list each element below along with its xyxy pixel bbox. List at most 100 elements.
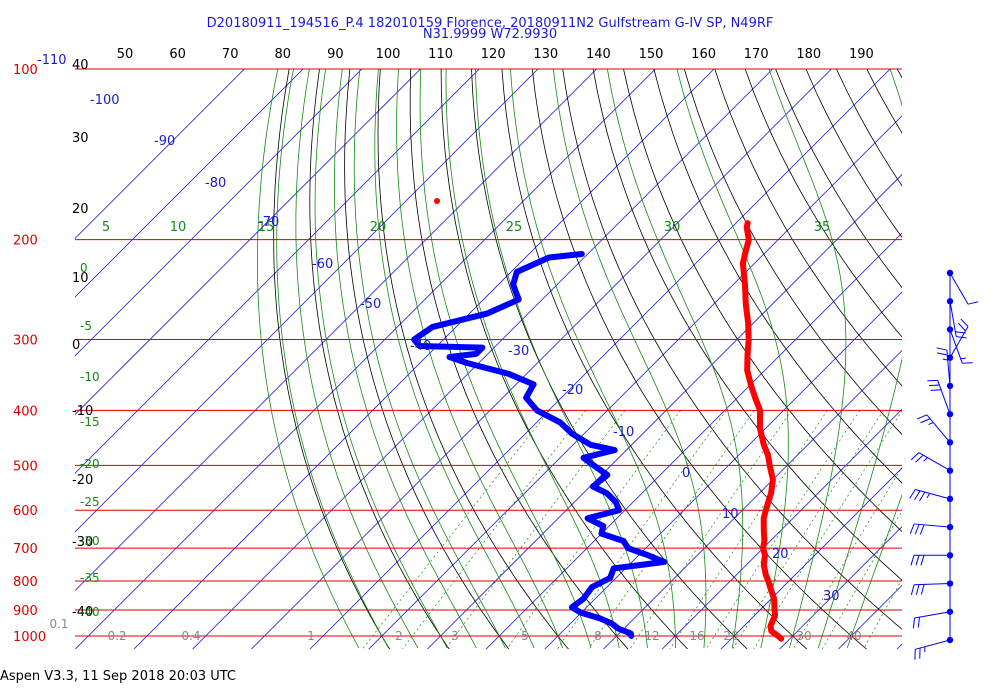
wind-barb-staff xyxy=(914,611,951,619)
moist-adiabat-label: -30 xyxy=(80,534,100,548)
top-axis-label: 190 xyxy=(849,47,874,62)
dry-adiabat-line xyxy=(440,69,689,649)
wind-barb xyxy=(927,379,954,418)
isotherm-line xyxy=(75,69,245,239)
wind-barb-flag xyxy=(915,555,920,566)
dry-adiabat-line xyxy=(805,69,902,239)
isotherm-line xyxy=(544,291,902,649)
wind-barb-flag xyxy=(967,301,979,305)
isotherm-label: 20 xyxy=(772,547,789,562)
temperature-trace xyxy=(739,220,785,642)
mixing-ratio-line xyxy=(444,410,626,649)
moist-adiabat-label: -10 xyxy=(80,370,100,384)
isotherm-label: -90 xyxy=(154,134,175,149)
wind-barb-flag xyxy=(920,418,931,424)
isotherm-label: -40 xyxy=(410,339,431,354)
top-axis-label: 180 xyxy=(796,47,821,62)
theta-e-label: 30 xyxy=(664,220,681,235)
isotherm-label: -20 xyxy=(562,383,583,398)
theta-e-label: 15 xyxy=(258,220,275,235)
wind-barb-flag xyxy=(915,454,924,463)
altitude-label: 40 xyxy=(72,58,89,73)
isotherm-line xyxy=(426,173,902,649)
isotherm-label: -70 xyxy=(258,215,279,230)
dry-adiabat-line xyxy=(683,69,902,436)
dry-adiabat-line xyxy=(344,69,510,649)
mixing-ratio-label: 2 xyxy=(395,629,403,643)
isotherm-line xyxy=(779,526,902,649)
mixing-ratio-label: 5 xyxy=(521,629,529,643)
altitude-label: -40 xyxy=(72,605,93,620)
mixing-ratio-line xyxy=(556,410,727,649)
mixing-ratio-line xyxy=(863,578,902,649)
wind-barb-flag xyxy=(960,318,969,327)
moist-adiabat-label: -5 xyxy=(80,319,92,333)
moist-adiabat-line xyxy=(846,493,902,649)
wind-barb xyxy=(910,552,954,566)
altitude-label: -20 xyxy=(72,473,93,488)
mixing-ratio-label: 30 xyxy=(796,629,811,643)
pressure-label: 200 xyxy=(13,234,38,249)
dry-adiabat-line xyxy=(714,69,902,387)
dry-adiabat-line xyxy=(273,69,391,649)
top-axis-label: 160 xyxy=(691,47,716,62)
mixing-ratio-label: 1 xyxy=(307,629,315,643)
isotherm-line xyxy=(75,69,363,357)
wind-barb-flag xyxy=(957,322,966,332)
chart-title-line2: N31.9999 W72.9930 xyxy=(422,27,558,42)
moist-adiabat-line xyxy=(553,69,707,649)
mixing-ratio-line xyxy=(362,410,550,649)
isotherm-line xyxy=(368,115,902,649)
isotherm-line xyxy=(603,350,902,649)
pressure-label: 900 xyxy=(13,604,38,619)
wind-barb xyxy=(909,489,954,503)
isotherm-line xyxy=(309,69,891,649)
wind-barb-staff xyxy=(926,414,951,443)
isotherm-label: -100 xyxy=(90,93,120,108)
wind-barb-half-flag xyxy=(942,358,948,361)
moist-adiabat-line xyxy=(374,69,535,649)
wind-barb-flag xyxy=(910,584,915,596)
mixing-ratio-line xyxy=(732,410,884,649)
wind-barb xyxy=(917,414,954,446)
altitude-label: -30 xyxy=(72,535,93,550)
isotherm-line xyxy=(75,69,656,649)
wind-barb xyxy=(910,452,954,474)
mixing-ratio-label: 0.4 xyxy=(181,629,200,643)
wind-barb-flag xyxy=(936,347,947,351)
moist-adiabat-line xyxy=(256,69,360,649)
isotherm-line xyxy=(75,69,539,533)
wind-barb xyxy=(946,318,969,361)
moist-adiabat-label: -15 xyxy=(80,415,100,429)
dewpoint-trace xyxy=(411,251,668,639)
wind-barb-half-flag xyxy=(926,493,931,499)
moist-adiabat-line xyxy=(768,69,847,649)
pressure-label: 400 xyxy=(13,404,38,419)
pressure-label: 100 xyxy=(13,63,38,78)
mixing-ratio-label: 0.2 xyxy=(107,629,126,643)
wind-barb-half-flag xyxy=(928,422,934,425)
dry-adiabat-line xyxy=(744,69,902,338)
pressure-label: 500 xyxy=(13,459,38,474)
wind-barb-flag xyxy=(917,617,920,628)
mixing-ratio-line xyxy=(402,410,587,649)
dry-adiabat-line xyxy=(409,69,629,649)
wind-barb-flag xyxy=(909,489,916,499)
moist-adiabat-label: -20 xyxy=(80,457,100,471)
top-axis-label: 150 xyxy=(639,47,664,62)
footer-text: Aspen V3.3, 11 Sep 2018 20:03 UTC xyxy=(0,669,237,684)
wind-barb-flag xyxy=(912,617,916,629)
altitude-label: 20 xyxy=(72,202,89,217)
wind-barb-flag xyxy=(920,555,925,566)
wind-barb xyxy=(912,608,954,629)
moist-adiabat-line xyxy=(510,69,676,648)
isotherm-line xyxy=(75,69,304,298)
moist-adiabat-line xyxy=(676,69,789,649)
dry-adiabat-line xyxy=(377,69,569,649)
top-axis-label: 90 xyxy=(327,47,344,62)
wind-barb-flag xyxy=(910,452,920,461)
top-axis-label: 130 xyxy=(533,47,558,62)
wind-barb-staff xyxy=(937,380,951,415)
mixing-ratio-label: 20 xyxy=(723,629,738,643)
